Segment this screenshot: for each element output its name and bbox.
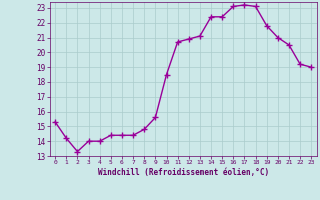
X-axis label: Windchill (Refroidissement éolien,°C): Windchill (Refroidissement éolien,°C): [98, 168, 269, 177]
